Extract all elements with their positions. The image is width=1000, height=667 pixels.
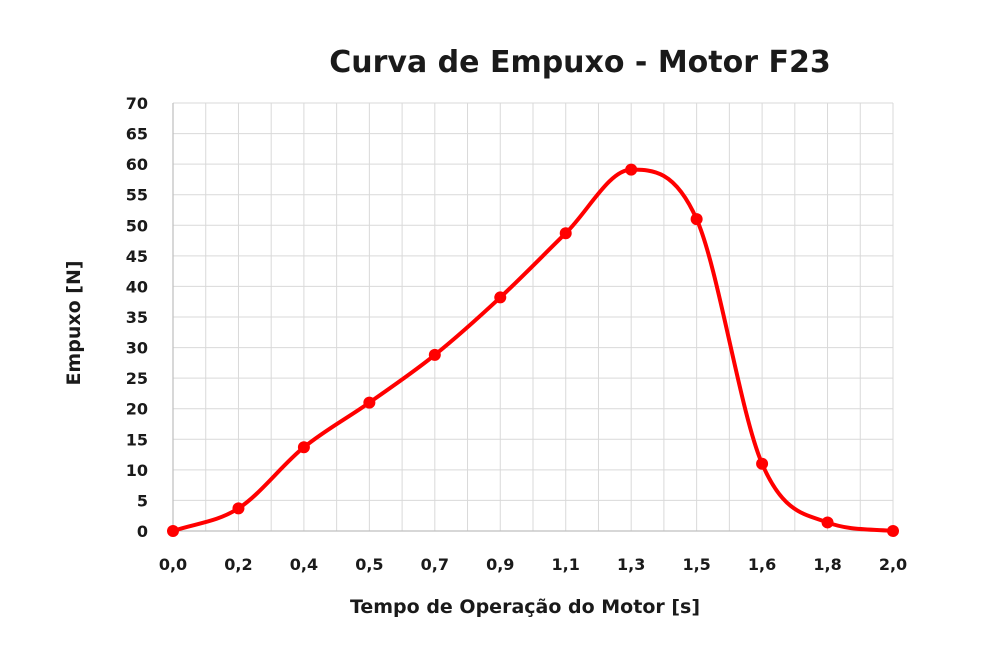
y-tick-label: 5: [137, 491, 148, 510]
y-tick-label: 35: [126, 308, 148, 327]
y-tick-label: 0: [137, 522, 148, 541]
y-tick-label: 25: [126, 369, 148, 388]
data-point: [167, 525, 179, 537]
y-tick-label: 15: [126, 430, 148, 449]
x-axis-label: Tempo de Operação do Motor [s]: [350, 596, 700, 618]
data-point: [690, 213, 703, 226]
data-point: [494, 291, 507, 304]
data-point: [756, 457, 769, 470]
data-point: [887, 525, 899, 537]
x-axis-ticks: 0,0 0,2 0,4 0,5 0,7 0,9 1,1 1,3 1,5 1,6 1,8 2,0: [159, 555, 907, 574]
y-tick-label: 70: [126, 94, 148, 113]
x-tick-label: 1,6: [748, 555, 776, 574]
y-tick-label: 50: [126, 216, 148, 235]
data-points: [167, 163, 899, 537]
y-axis-ticks: 0 5 10 15 20 25 30 35 40 45 50 55 60 65 70: [126, 94, 148, 541]
y-tick-label: 55: [126, 186, 148, 205]
x-tick-label: 0,0: [159, 555, 187, 574]
x-tick-label: 0,2: [224, 555, 252, 574]
x-tick-label: 0,5: [355, 555, 383, 574]
y-tick-label: 45: [126, 247, 148, 266]
x-tick-label: 1,5: [682, 555, 710, 574]
data-point: [363, 396, 376, 409]
data-point: [625, 163, 638, 176]
x-tick-label: 2,0: [879, 555, 907, 574]
data-point: [428, 348, 441, 361]
data-point: [297, 441, 310, 454]
y-tick-label: 40: [126, 277, 148, 296]
x-tick-label: 0,9: [486, 555, 514, 574]
y-tick-label: 20: [126, 400, 148, 419]
x-tick-label: 1,8: [813, 555, 841, 574]
x-tick-label: 0,4: [290, 555, 318, 574]
chart-title: Curva de Empuxo - Motor F23: [329, 45, 830, 80]
data-point: [821, 516, 834, 529]
grid: [172, 102, 894, 532]
x-tick-label: 1,1: [552, 555, 580, 574]
y-tick-label: 60: [126, 155, 148, 174]
y-tick-label: 10: [126, 461, 148, 480]
y-axis-label: Empuxo [N]: [63, 260, 85, 385]
x-tick-label: 0,7: [421, 555, 449, 574]
data-point: [232, 502, 245, 515]
x-tick-label: 1,3: [617, 555, 645, 574]
y-tick-label: 30: [126, 339, 148, 358]
data-point: [559, 227, 572, 240]
y-tick-label: 65: [126, 125, 148, 144]
